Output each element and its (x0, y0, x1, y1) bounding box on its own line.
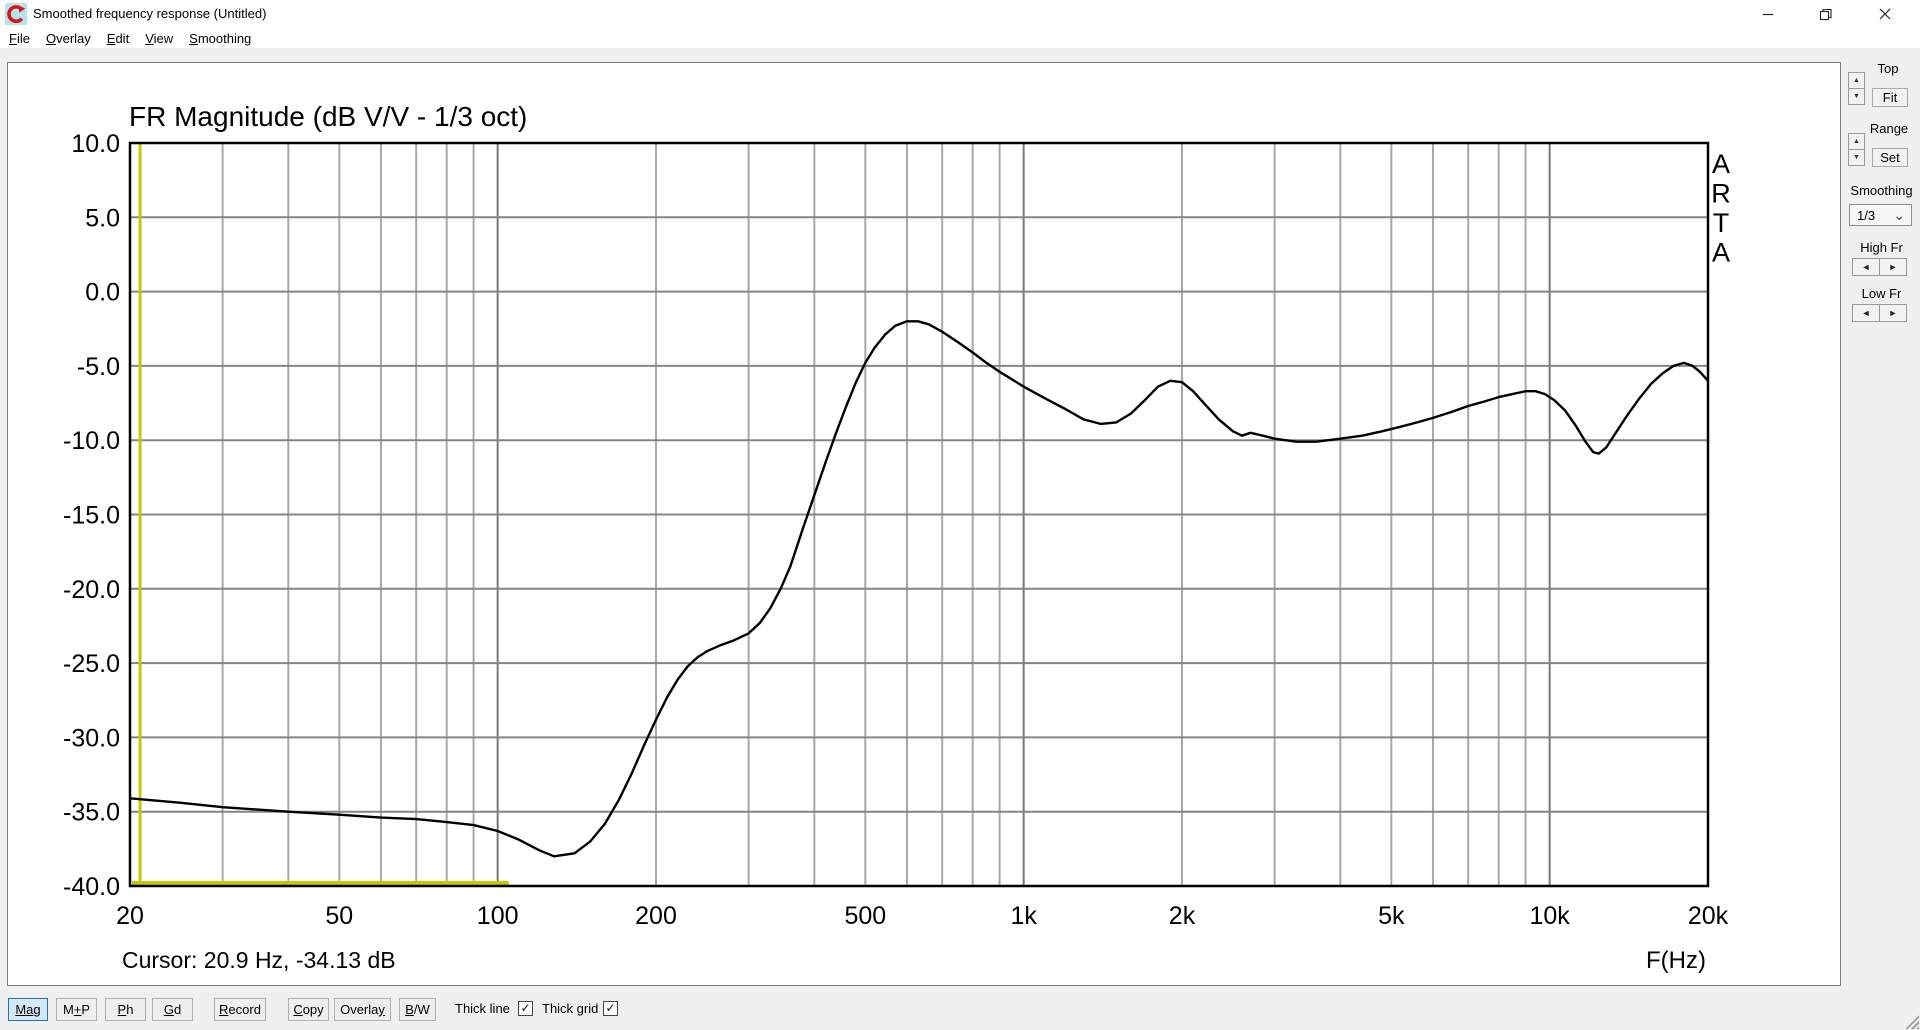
chart-client-area: FR Magnitude (dB V/V - 1/3 oct) 10.0 5.0 0.… (7, 62, 1841, 986)
minimize-icon (1763, 13, 1773, 16)
right-control-panel: Top ▲ ▼ Fit Range ▲ ▼ Set Smoothing 1/3 … (1843, 48, 1920, 1030)
y-tick-label: -35.0 (63, 799, 120, 827)
restore-icon (1819, 8, 1832, 20)
y-tick-label: -10.0 (63, 427, 120, 455)
y-tick-label: 0.0 (85, 279, 120, 307)
top-spin-down-button[interactable]: ▼ (1848, 88, 1865, 105)
top-spinner: ▲ ▼ (1848, 72, 1865, 106)
bottom-toolbar: Mag M+P Ph Gd Record Copy Overlay B/W Th… (0, 986, 1920, 1030)
ph-button[interactable]: Ph (105, 998, 146, 1021)
m-plus-p-button[interactable]: M+P (56, 998, 97, 1021)
bw-button[interactable]: B/W (399, 998, 436, 1021)
x-tick-label: 1k (1010, 902, 1037, 930)
record-button[interactable]: Record (214, 998, 266, 1021)
x-tick-label: 200 (635, 902, 677, 930)
thick-grid-checkbox[interactable]: ✓ (603, 1001, 618, 1016)
smoothing-dropdown[interactable]: 1/3 ⌄ (1849, 204, 1912, 226)
arrow-left-icon: ◄ (1861, 308, 1871, 318)
fr-chart-svg[interactable]: FR Magnitude (dB V/V - 1/3 oct) 10.0 5.0 0.… (8, 63, 1840, 985)
arrow-right-icon: ► (1888, 308, 1898, 318)
close-button[interactable] (1862, 0, 1908, 28)
x-axis-label: F(Hz) (1646, 947, 1706, 974)
range-spin-down-button[interactable]: ▼ (1848, 149, 1865, 166)
arta-watermark: R (1711, 179, 1731, 209)
close-icon (1879, 8, 1891, 20)
app-icon[interactable] (5, 3, 27, 25)
low-fr-arrows: ◄ ► (1852, 304, 1907, 322)
set-button[interactable]: Set (1872, 148, 1908, 167)
y-tick-label: -40.0 (63, 873, 120, 901)
y-tick-label: -30.0 (63, 724, 120, 752)
minimize-button[interactable] (1745, 0, 1791, 28)
high-fr-label: High Fr (1860, 240, 1903, 255)
arta-watermark: A (1712, 149, 1730, 179)
x-tick-label: 2k (1169, 902, 1196, 930)
x-tick-label: 10k (1530, 902, 1571, 930)
fit-button[interactable]: Fit (1872, 88, 1908, 107)
title-bar[interactable]: Smoothed frequency response (Untitled) (0, 0, 1920, 28)
range-label: Range (1869, 121, 1909, 136)
arta-watermark: T (1713, 208, 1730, 238)
menu-edit[interactable]: Edit (106, 30, 130, 46)
high-fr-arrows: ◄ ► (1852, 258, 1907, 276)
x-tick-label: 100 (477, 902, 519, 930)
smoothing-label: Smoothing (1850, 183, 1913, 198)
chart-title: FR Magnitude (dB V/V - 1/3 oct) (129, 101, 527, 132)
top-spin-up-button[interactable]: ▲ (1848, 72, 1865, 89)
menu-smoothing[interactable]: Smoothing (189, 30, 252, 46)
y-tick-label: -25.0 (63, 650, 120, 678)
overlay-button[interactable]: Overlay (334, 998, 391, 1021)
copy-button[interactable]: Copy (288, 998, 329, 1021)
x-tick-label: 500 (844, 902, 886, 930)
check-icon: ✓ (520, 1001, 531, 1015)
spinner-up-icon: ▲ (1853, 77, 1860, 84)
arrow-right-icon: ► (1888, 262, 1898, 272)
x-tick-label: 20 (116, 902, 144, 930)
spinner-down-icon: ▼ (1853, 93, 1860, 100)
plot-border (128, 141, 1710, 888)
y-tick-label: 10.0 (71, 130, 120, 158)
thick-line-checkbox[interactable]: ✓ (518, 1001, 533, 1016)
y-tick-label: -5.0 (77, 353, 120, 381)
chevron-down-icon: ⌄ (1893, 207, 1905, 223)
thick-line-label: Thick line (455, 1001, 510, 1016)
high-fr-left-button[interactable]: ◄ (1852, 258, 1880, 276)
window-title: Smoothed frequency response (Untitled) (33, 6, 267, 21)
low-fr-right-button[interactable]: ► (1879, 304, 1907, 322)
x-tick-label: 5k (1378, 902, 1405, 930)
spinner-up-icon: ▲ (1853, 138, 1860, 145)
range-spinner: ▲ ▼ (1848, 133, 1865, 167)
smoothing-value: 1/3 (1857, 207, 1876, 223)
thick-grid-label: Thick grid (542, 1001, 599, 1016)
arta-watermark: A (1712, 238, 1730, 268)
low-fr-label: Low Fr (1861, 286, 1902, 301)
fr-curve (129, 320, 1709, 858)
arrow-left-icon: ◄ (1861, 262, 1871, 272)
menu-view[interactable]: View (145, 30, 174, 46)
menu-bar: File Overlay Edit View Smoothing (0, 28, 1920, 48)
top-label: Top (1877, 61, 1899, 76)
mag-button[interactable]: Mag (8, 998, 48, 1021)
low-fr-left-button[interactable]: ◄ (1852, 304, 1880, 322)
check-icon: ✓ (605, 1001, 616, 1015)
y-tick-label: -20.0 (63, 576, 120, 604)
gd-button[interactable]: Gd (152, 998, 193, 1021)
arta-logo-icon (7, 5, 26, 24)
spinner-down-icon: ▼ (1853, 154, 1860, 161)
menu-file[interactable]: File (9, 30, 30, 46)
y-tick-label: 5.0 (85, 204, 120, 232)
cursor-readout: Cursor: 20.9 Hz, -34.13 dB (122, 947, 396, 973)
restore-button[interactable] (1802, 0, 1848, 28)
x-tick-label: 50 (325, 902, 353, 930)
range-spin-up-button[interactable]: ▲ (1848, 133, 1865, 150)
y-tick-label: -15.0 (63, 502, 120, 530)
high-fr-right-button[interactable]: ► (1879, 258, 1907, 276)
x-tick-label: 20k (1688, 902, 1729, 930)
menu-overlay[interactable]: Overlay (45, 30, 91, 46)
